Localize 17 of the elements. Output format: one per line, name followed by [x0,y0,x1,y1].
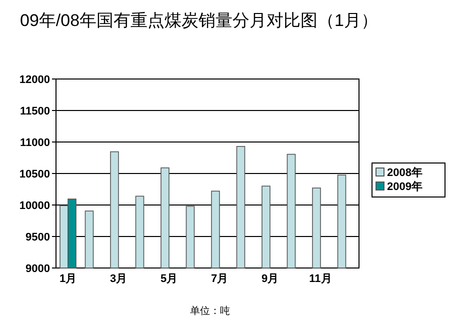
x-tick-label: 7月 [210,273,228,285]
y-tick-label: 11500 [20,106,50,118]
text: 单位：吨 [190,305,230,317]
y-tick-label: 11000 [20,137,50,149]
y-tick-label: 12000 [19,74,50,86]
chart-title: 09年/08年国有重点煤炭销量分月对比图（1月） [20,11,378,30]
x-tick-label: 11月 [309,273,332,285]
y-tick-label: 10000 [19,200,50,212]
x-tick-label: 1月 [59,273,77,285]
x-tick-label: 9月 [261,273,279,285]
legend-label: 2009年 [387,180,422,193]
y-tick-label: 9000 [26,263,50,275]
y-tick-label: 10500 [19,168,50,180]
x-tick-label: 5月 [160,273,178,285]
y-tick-label: 9500 [26,232,50,244]
x-tick-label: 3月 [110,273,128,285]
legend-label: 2008年 [387,166,422,179]
